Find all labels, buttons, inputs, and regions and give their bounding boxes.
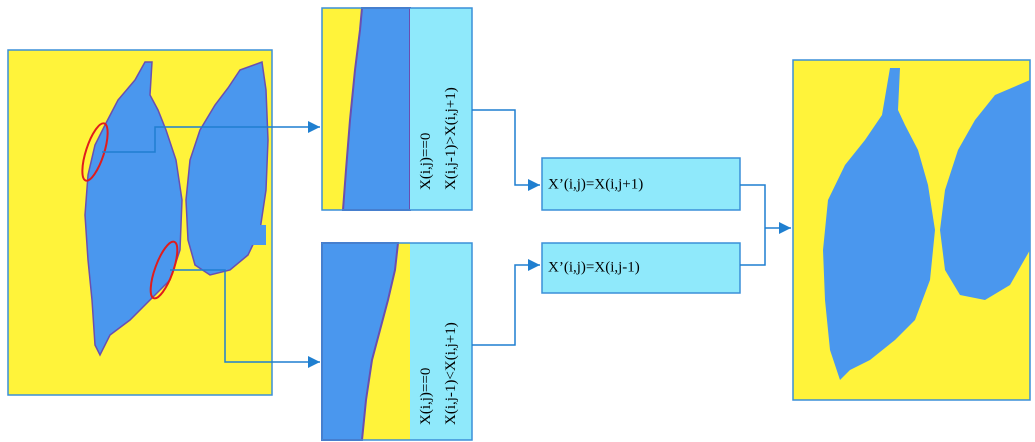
input-image [8, 50, 272, 395]
condition-line: X(i,j)==0 [418, 368, 434, 425]
operation-box: X’(i,j)=X(i,j+1) [542, 158, 740, 210]
diagram: X(i,j)==0 X(i,j-1)>X(i,j+1) X(i,j)==0 X(… [0, 0, 1035, 442]
filter-box-bottom: X(i,j)==0 X(i,j-1)<X(i,j+1) [322, 243, 472, 440]
condition-line: X(i,j-1)<X(i,j+1) [443, 322, 459, 425]
operation-text: X’(i,j)=X(i,j+1) [548, 176, 643, 192]
page: {"conditions": [ {"line1": "X(i,j)==0", … [0, 0, 1035, 442]
output-image [793, 60, 1030, 400]
operation-text: X’(i,j)=X(i,j-1) [548, 259, 640, 275]
filter-box-top: X(i,j)==0 X(i,j-1)>X(i,j+1) [322, 8, 472, 210]
operation-box: X’(i,j)=X(i,j-1) [542, 243, 740, 293]
condition-line: X(i,j)==0 [418, 133, 434, 190]
condition-line: X(i,j-1)>X(i,j+1) [443, 87, 459, 190]
